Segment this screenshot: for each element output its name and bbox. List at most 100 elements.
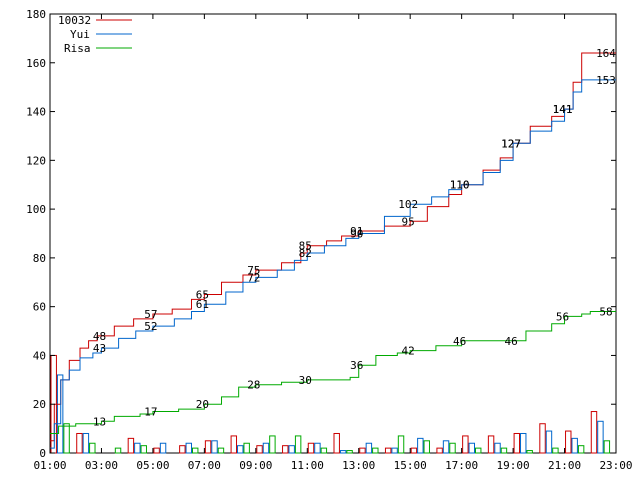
hourly-bar xyxy=(487,435,495,454)
hourly-bar xyxy=(269,435,276,454)
hourly-bar xyxy=(307,442,315,454)
data-label: 72 xyxy=(247,271,260,284)
x-tick-label: 21:00 xyxy=(548,459,581,472)
hourly-bar xyxy=(442,440,450,454)
hourly-bar xyxy=(288,445,295,454)
hourly-bar xyxy=(565,430,572,454)
series-line-risa xyxy=(50,311,616,434)
data-label: 164 xyxy=(596,47,616,60)
hourly-bars xyxy=(50,354,611,454)
hourly-bar xyxy=(552,447,559,454)
data-label: 85 xyxy=(299,240,312,253)
y-tick-label: 0 xyxy=(39,447,46,460)
data-label: 13 xyxy=(93,415,106,428)
y-tick-label: 40 xyxy=(33,349,46,362)
x-tick-label: 03:00 xyxy=(85,459,118,472)
hourly-bar xyxy=(397,435,405,454)
hourly-bar xyxy=(204,440,212,454)
data-label: 61 xyxy=(196,298,209,311)
x-tick-label: 01:00 xyxy=(33,459,66,472)
data-label: 90 xyxy=(350,228,363,241)
legend-label-10032: 10032 xyxy=(58,14,91,27)
hourly-bar xyxy=(89,442,96,454)
data-label: 153 xyxy=(596,74,616,87)
hourly-bar xyxy=(571,437,578,454)
data-label: 46 xyxy=(453,335,466,348)
data-label: 75 xyxy=(247,264,260,277)
y-tick-label: 60 xyxy=(33,301,46,314)
hourly-bar xyxy=(475,447,482,454)
hourly-bar xyxy=(597,420,604,454)
data-label: 43 xyxy=(93,342,106,355)
hourly-bar xyxy=(217,447,225,454)
hourly-bar xyxy=(339,450,347,454)
hourly-bar xyxy=(333,432,340,454)
legend-label-yui: Yui xyxy=(70,28,90,41)
x-tick-label: 15:00 xyxy=(394,459,427,472)
hourly-bar xyxy=(320,447,328,454)
y-tick-label: 120 xyxy=(26,154,46,167)
hourly-bar xyxy=(185,442,192,454)
data-label: 110 xyxy=(450,179,470,192)
axis-ticks: 0 20 40 60 80 100 120 140 160 180 01:00 03:00 05:00 0… xyxy=(26,8,632,472)
hourly-bar xyxy=(237,445,244,454)
data-label: 56 xyxy=(556,310,569,323)
hourly-bar xyxy=(230,435,238,454)
hourly-bar xyxy=(391,447,398,454)
data-label: 82 xyxy=(299,247,312,260)
hourly-bar xyxy=(82,432,90,454)
data-label: 127 xyxy=(501,137,521,150)
hourly-bar xyxy=(494,442,501,454)
legend: 10032 Yui Risa xyxy=(58,14,132,55)
data-label: 102 xyxy=(398,198,418,211)
hourly-bar xyxy=(153,447,160,454)
data-label: 65 xyxy=(196,288,209,301)
y-tick-label: 100 xyxy=(26,203,46,216)
hourly-bar xyxy=(256,445,263,454)
legend-label-risa: Risa xyxy=(64,42,91,55)
hourly-bar xyxy=(513,432,521,454)
hourly-bar xyxy=(520,432,527,454)
x-tick-label: 19:00 xyxy=(497,459,530,472)
hourly-bar xyxy=(359,447,366,454)
y-tick-label: 80 xyxy=(33,252,46,265)
hourly-bar xyxy=(365,442,373,454)
series-line-10032 xyxy=(50,52,616,442)
hourly-bar xyxy=(262,442,270,454)
hourly-bar xyxy=(410,447,418,454)
data-label: 127 xyxy=(501,137,521,150)
plot-frame xyxy=(49,13,617,454)
data-label: 58 xyxy=(599,306,612,319)
data-label: 91 xyxy=(350,225,363,238)
data-label: 141 xyxy=(553,103,573,116)
hourly-bar xyxy=(577,445,585,454)
series-lines xyxy=(50,52,616,449)
hourly-bar xyxy=(56,374,64,454)
hourly-bar xyxy=(140,445,147,454)
hourly-bar xyxy=(127,437,135,454)
hourly-bar xyxy=(114,447,122,454)
hourly-bar xyxy=(462,435,469,454)
data-labels: 48 57 65 75 85 91 95 110 127 141 164 43 52 61 72 82 90 10… xyxy=(93,47,616,428)
hourly-bar xyxy=(134,442,141,454)
hourly-bar xyxy=(372,447,379,454)
hourly-bar xyxy=(526,450,533,454)
x-tick-label: 17:00 xyxy=(445,459,478,472)
series-line-yui xyxy=(50,79,616,449)
hourly-bar xyxy=(211,440,218,454)
data-label: 36 xyxy=(350,359,363,372)
hourly-bar xyxy=(417,437,424,454)
hourly-bar xyxy=(468,442,475,454)
data-label: 30 xyxy=(299,374,312,387)
hourly-bar xyxy=(539,423,546,454)
x-tick-label: 13:00 xyxy=(342,459,375,472)
hourly-bar xyxy=(603,440,611,454)
hourly-bar xyxy=(384,447,392,454)
hourly-bar xyxy=(282,445,289,454)
y-tick-label: 20 xyxy=(33,398,46,411)
hourly-bar xyxy=(449,442,456,454)
data-label: 57 xyxy=(144,308,157,321)
hourly-bar xyxy=(314,442,321,454)
y-tick-label: 180 xyxy=(26,8,46,21)
